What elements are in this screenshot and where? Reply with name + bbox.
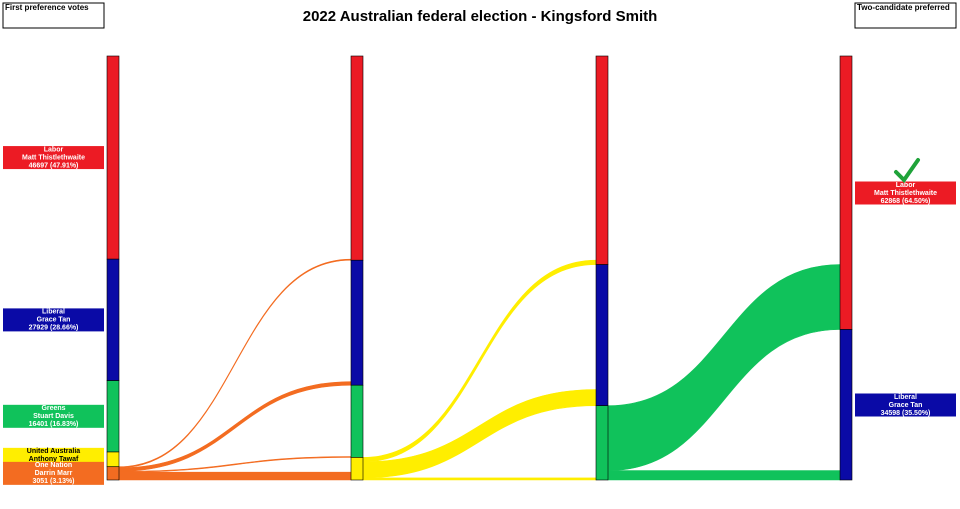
column-segment [106,380,120,453]
candidate-label-box [3,308,104,332]
column-segment [106,55,120,260]
candidate-label-box [3,461,104,485]
left-heading-box [2,2,105,29]
left-heading: First preference votes [5,3,89,12]
candidate-party: Greens [41,405,65,412]
candidate-party: Liberal [894,394,917,401]
flow [607,470,841,481]
flow [118,258,352,469]
candidate-name: Anthony Tawaf [29,456,79,463]
column-segment [350,384,364,458]
column-segment [595,55,609,265]
right-heading-box [854,2,957,29]
flow [607,264,841,471]
candidate-label-box [855,181,956,205]
candidate-name: Stuart Davis [33,413,74,420]
elected-check [894,158,920,184]
candidate-name: Grace Tan [889,402,923,409]
candidate-label: 34598 (35.50%) [881,410,931,417]
candidate-name: Matt Thistlethwaite [874,190,937,197]
flow [118,471,352,481]
candidate-label-box [3,146,104,170]
title: 2022 Australian federal election - Kings… [303,8,658,25]
candidate-label: 27929 (28.66%) [29,325,79,332]
column-segment [106,258,120,381]
candidate-name: Darrin Marr [35,470,73,477]
candidate-party: United Australia [27,448,81,455]
column-segment [350,55,364,261]
candidate-label: 46697 (47.91%) [29,162,79,169]
candidate-party: Labor [896,182,916,189]
candidate-party: One Nation [35,462,72,469]
column-segment [595,264,609,406]
column-segment [106,466,120,481]
flow [362,477,597,481]
column-segment [350,259,364,386]
column-segment [106,451,120,468]
candidate-name: Grace Tan [37,317,71,324]
column-segment [350,457,364,481]
right-heading: Two-candidate preferred [857,3,950,12]
candidate-party: Liberal [42,309,65,316]
flow [362,389,597,479]
candidate-label: 3051 (3.13%) [32,478,74,485]
candidate-party: Labor [44,146,64,153]
column-segment [595,405,609,481]
candidate-label-box [3,404,104,428]
candidate-label-box [855,393,956,417]
candidate-name: Matt Thistlethwaite [22,154,85,161]
candidate-label: 16401 (16.83%) [29,421,79,428]
flow [118,456,352,473]
candidate-label: 62868 (64.50%) [881,198,931,205]
column-segment [839,55,853,330]
column-segment [839,329,853,481]
